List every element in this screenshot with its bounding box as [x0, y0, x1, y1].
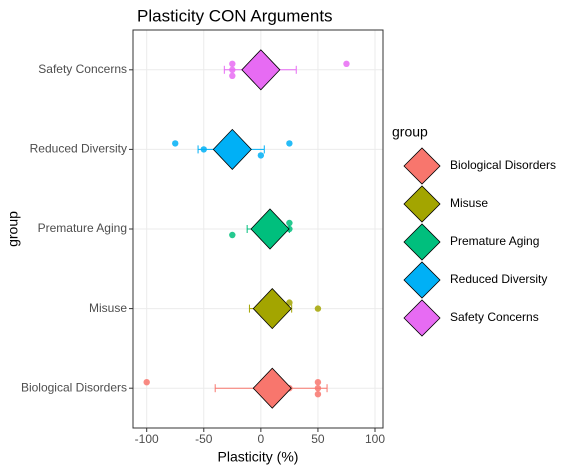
x-tick-label: -50	[195, 432, 213, 446]
legend-title: group	[392, 124, 428, 140]
data-point	[229, 72, 236, 80]
data-point	[314, 391, 322, 398]
mean-diamond	[252, 288, 292, 330]
legend-key	[403, 147, 441, 185]
legend-label: Misuse	[450, 196, 488, 210]
mean-diamond	[212, 128, 252, 170]
legend-label: Premature Aging	[450, 234, 539, 248]
data-point	[172, 140, 179, 147]
x-tick-label: 100	[365, 432, 385, 446]
y-tick-label: Premature Aging	[38, 221, 127, 235]
y-tick-label: Safety Concerns	[38, 62, 127, 76]
data-point	[314, 385, 322, 392]
y-tick-label: Misuse	[89, 301, 127, 315]
x-tick-label: 0	[258, 432, 265, 446]
plot-border	[132, 29, 384, 429]
legend-key	[403, 185, 441, 223]
data-point	[286, 219, 293, 227]
legend-label: Biological Disorders	[450, 158, 556, 172]
mean-diamond	[252, 367, 292, 409]
data-point	[200, 146, 207, 153]
y-axis-title: group	[5, 211, 21, 247]
mean-diamond	[250, 208, 290, 250]
legend-key	[403, 299, 441, 337]
data-point	[229, 60, 236, 67]
data-point	[257, 152, 265, 159]
legend-key	[403, 223, 441, 261]
data-point	[314, 379, 322, 386]
data-point	[143, 379, 150, 386]
data-point	[286, 299, 293, 306]
data-point	[229, 66, 236, 74]
mean-diamond	[241, 49, 281, 91]
data-point	[229, 231, 236, 239]
legend-label: Reduced Diversity	[450, 272, 547, 286]
chart-title: Plasticity CON Arguments	[137, 6, 333, 25]
x-axis-title: Plasticity (%)	[218, 449, 299, 465]
legend-label: Safety Concerns	[450, 310, 539, 324]
x-tick-label: 50	[311, 432, 325, 446]
legend-key	[403, 261, 441, 299]
x-tick-label: -100	[135, 432, 159, 446]
y-tick-label: Biological Disorders	[21, 380, 127, 394]
data-point	[343, 60, 350, 67]
data-point	[314, 305, 322, 312]
y-tick-label: Reduced Diversity	[30, 142, 127, 156]
data-point	[286, 140, 293, 147]
